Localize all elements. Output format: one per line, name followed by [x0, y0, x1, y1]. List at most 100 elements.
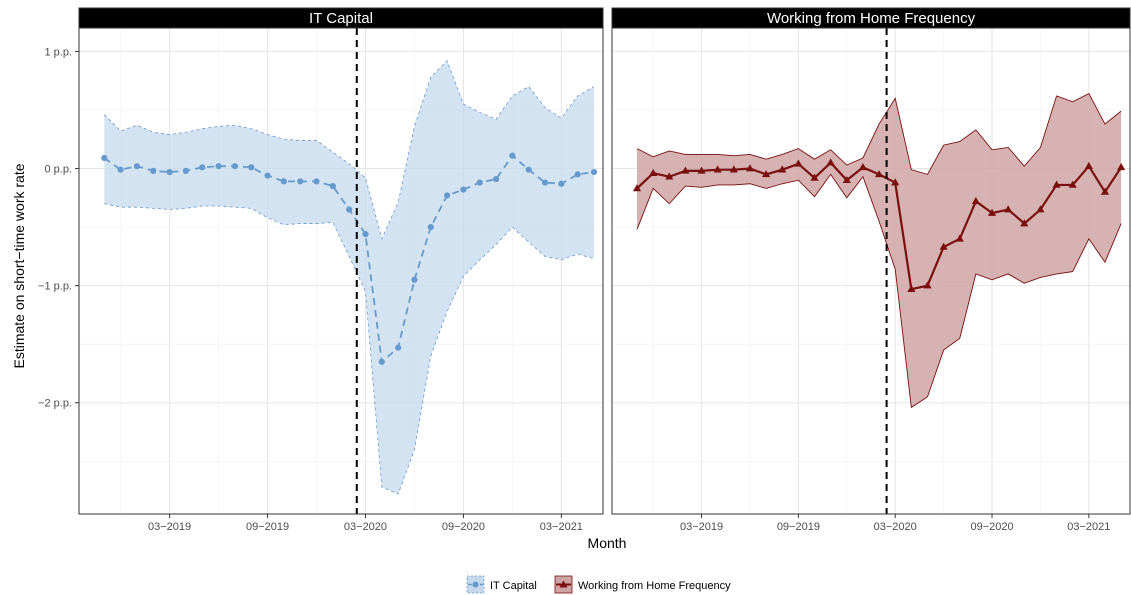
data-point	[525, 166, 532, 173]
data-point	[939, 242, 948, 250]
strip-background	[78, 7, 604, 29]
data-point	[762, 170, 771, 178]
data-point	[362, 231, 369, 238]
panel-2: Working from Home Frequency 03−2019 09−201…	[611, 7, 1131, 533]
data-point	[1117, 163, 1126, 171]
data-point	[411, 276, 418, 283]
panel-title: Working from Home Frequency	[767, 10, 976, 27]
data-point	[632, 184, 642, 192]
data-point	[264, 172, 271, 179]
data-point	[297, 178, 304, 185]
lower-bound-line	[104, 203, 595, 495]
data-point	[826, 158, 835, 166]
upper-bound-line	[104, 60, 595, 240]
data-point	[778, 165, 787, 173]
strip-background	[611, 7, 1131, 29]
data-point	[987, 208, 997, 216]
x-tick-label: 03−2021	[1067, 521, 1110, 533]
data-point	[794, 159, 803, 167]
data-point	[713, 165, 722, 173]
data-point	[1100, 187, 1110, 195]
x-tick-label: 09−2020	[442, 521, 485, 533]
data-point	[858, 163, 868, 171]
x-tick-label: 03−2021	[540, 521, 583, 533]
data-point	[874, 170, 884, 178]
legend-label: Working from Home Frequency	[578, 580, 731, 592]
data-point	[313, 178, 320, 185]
data-point	[923, 281, 932, 289]
y-axis-title: Estimate on short−time work rate	[11, 163, 27, 368]
data-point	[427, 223, 434, 231]
data-point	[133, 163, 141, 170]
data-point	[215, 163, 222, 170]
data-point	[346, 206, 353, 213]
data-point	[842, 175, 851, 184]
x-tick-label: 03−2019	[680, 521, 723, 533]
data-point	[541, 179, 549, 186]
data-point	[971, 197, 980, 205]
data-point	[509, 152, 516, 159]
data-point	[558, 180, 565, 187]
data-point	[329, 182, 336, 190]
axis-titles: Month Estimate on short−time work rate	[11, 163, 626, 551]
data-point	[1084, 161, 1093, 169]
x-tick-label: 09−2020	[970, 521, 1013, 533]
y-tick-label: 0 p.p.	[44, 164, 72, 176]
data-point	[590, 168, 598, 176]
data-point	[378, 358, 385, 365]
legend-marker	[472, 581, 479, 588]
data-point	[166, 168, 173, 176]
data-point	[492, 175, 500, 183]
legend-marker	[559, 580, 568, 588]
data-point	[476, 179, 483, 186]
upper-bound-line	[636, 92, 1122, 175]
data-point	[101, 154, 108, 162]
x-tick-label: 03−2020	[344, 521, 387, 533]
series-2	[632, 92, 1126, 409]
data-point	[955, 234, 964, 242]
y-tick-label: 1 p.p.	[44, 46, 72, 58]
data-point	[1052, 180, 1061, 188]
data-point	[444, 192, 451, 199]
panel-1: IT Capital 03−2019 09−2019 03−2020 09−2020 03…	[38, 7, 604, 533]
data-point	[231, 163, 238, 170]
legend: IT Capital Working from Home Frequency	[466, 575, 731, 594]
data-point	[697, 166, 706, 174]
data-point	[810, 173, 819, 181]
x-axis-title: Month	[588, 535, 627, 551]
data-point	[574, 171, 581, 178]
data-point	[1036, 205, 1045, 213]
x-tick-label: 09−2019	[777, 521, 820, 533]
y-tick-label: −2 p.p.	[38, 398, 72, 410]
data-point	[729, 165, 738, 173]
data-point	[248, 164, 255, 171]
legend-label: IT Capital	[490, 580, 537, 592]
data-point	[681, 166, 690, 174]
lower-bound-line	[636, 173, 1122, 409]
x-tick-label: 09−2019	[246, 521, 289, 533]
data-point	[117, 166, 124, 173]
data-point	[395, 344, 402, 351]
data-point	[182, 167, 190, 174]
data-point	[665, 172, 674, 180]
data-point	[907, 284, 916, 292]
data-point	[1004, 205, 1013, 213]
y-tick-label: −1 p.p.	[38, 281, 72, 293]
data-point	[280, 178, 287, 185]
data-point	[745, 164, 755, 172]
x-tick-label: 03−2020	[874, 521, 917, 533]
x-tick-label: 03−2019	[148, 521, 191, 533]
data-point	[649, 168, 658, 177]
confidence-band	[104, 60, 595, 495]
data-point	[891, 178, 900, 186]
panels: IT Capital 03−2019 09−2019 03−2020 09−2020 03…	[38, 7, 1131, 533]
data-point	[199, 164, 206, 171]
legend-item-2: Working from Home Frequency	[554, 575, 731, 594]
series-1	[101, 60, 598, 495]
panel-title: IT Capital	[309, 10, 373, 27]
data-point	[460, 186, 467, 193]
data-point	[150, 167, 157, 174]
legend-item-1: IT Capital	[466, 575, 537, 594]
data-point	[1068, 180, 1077, 188]
